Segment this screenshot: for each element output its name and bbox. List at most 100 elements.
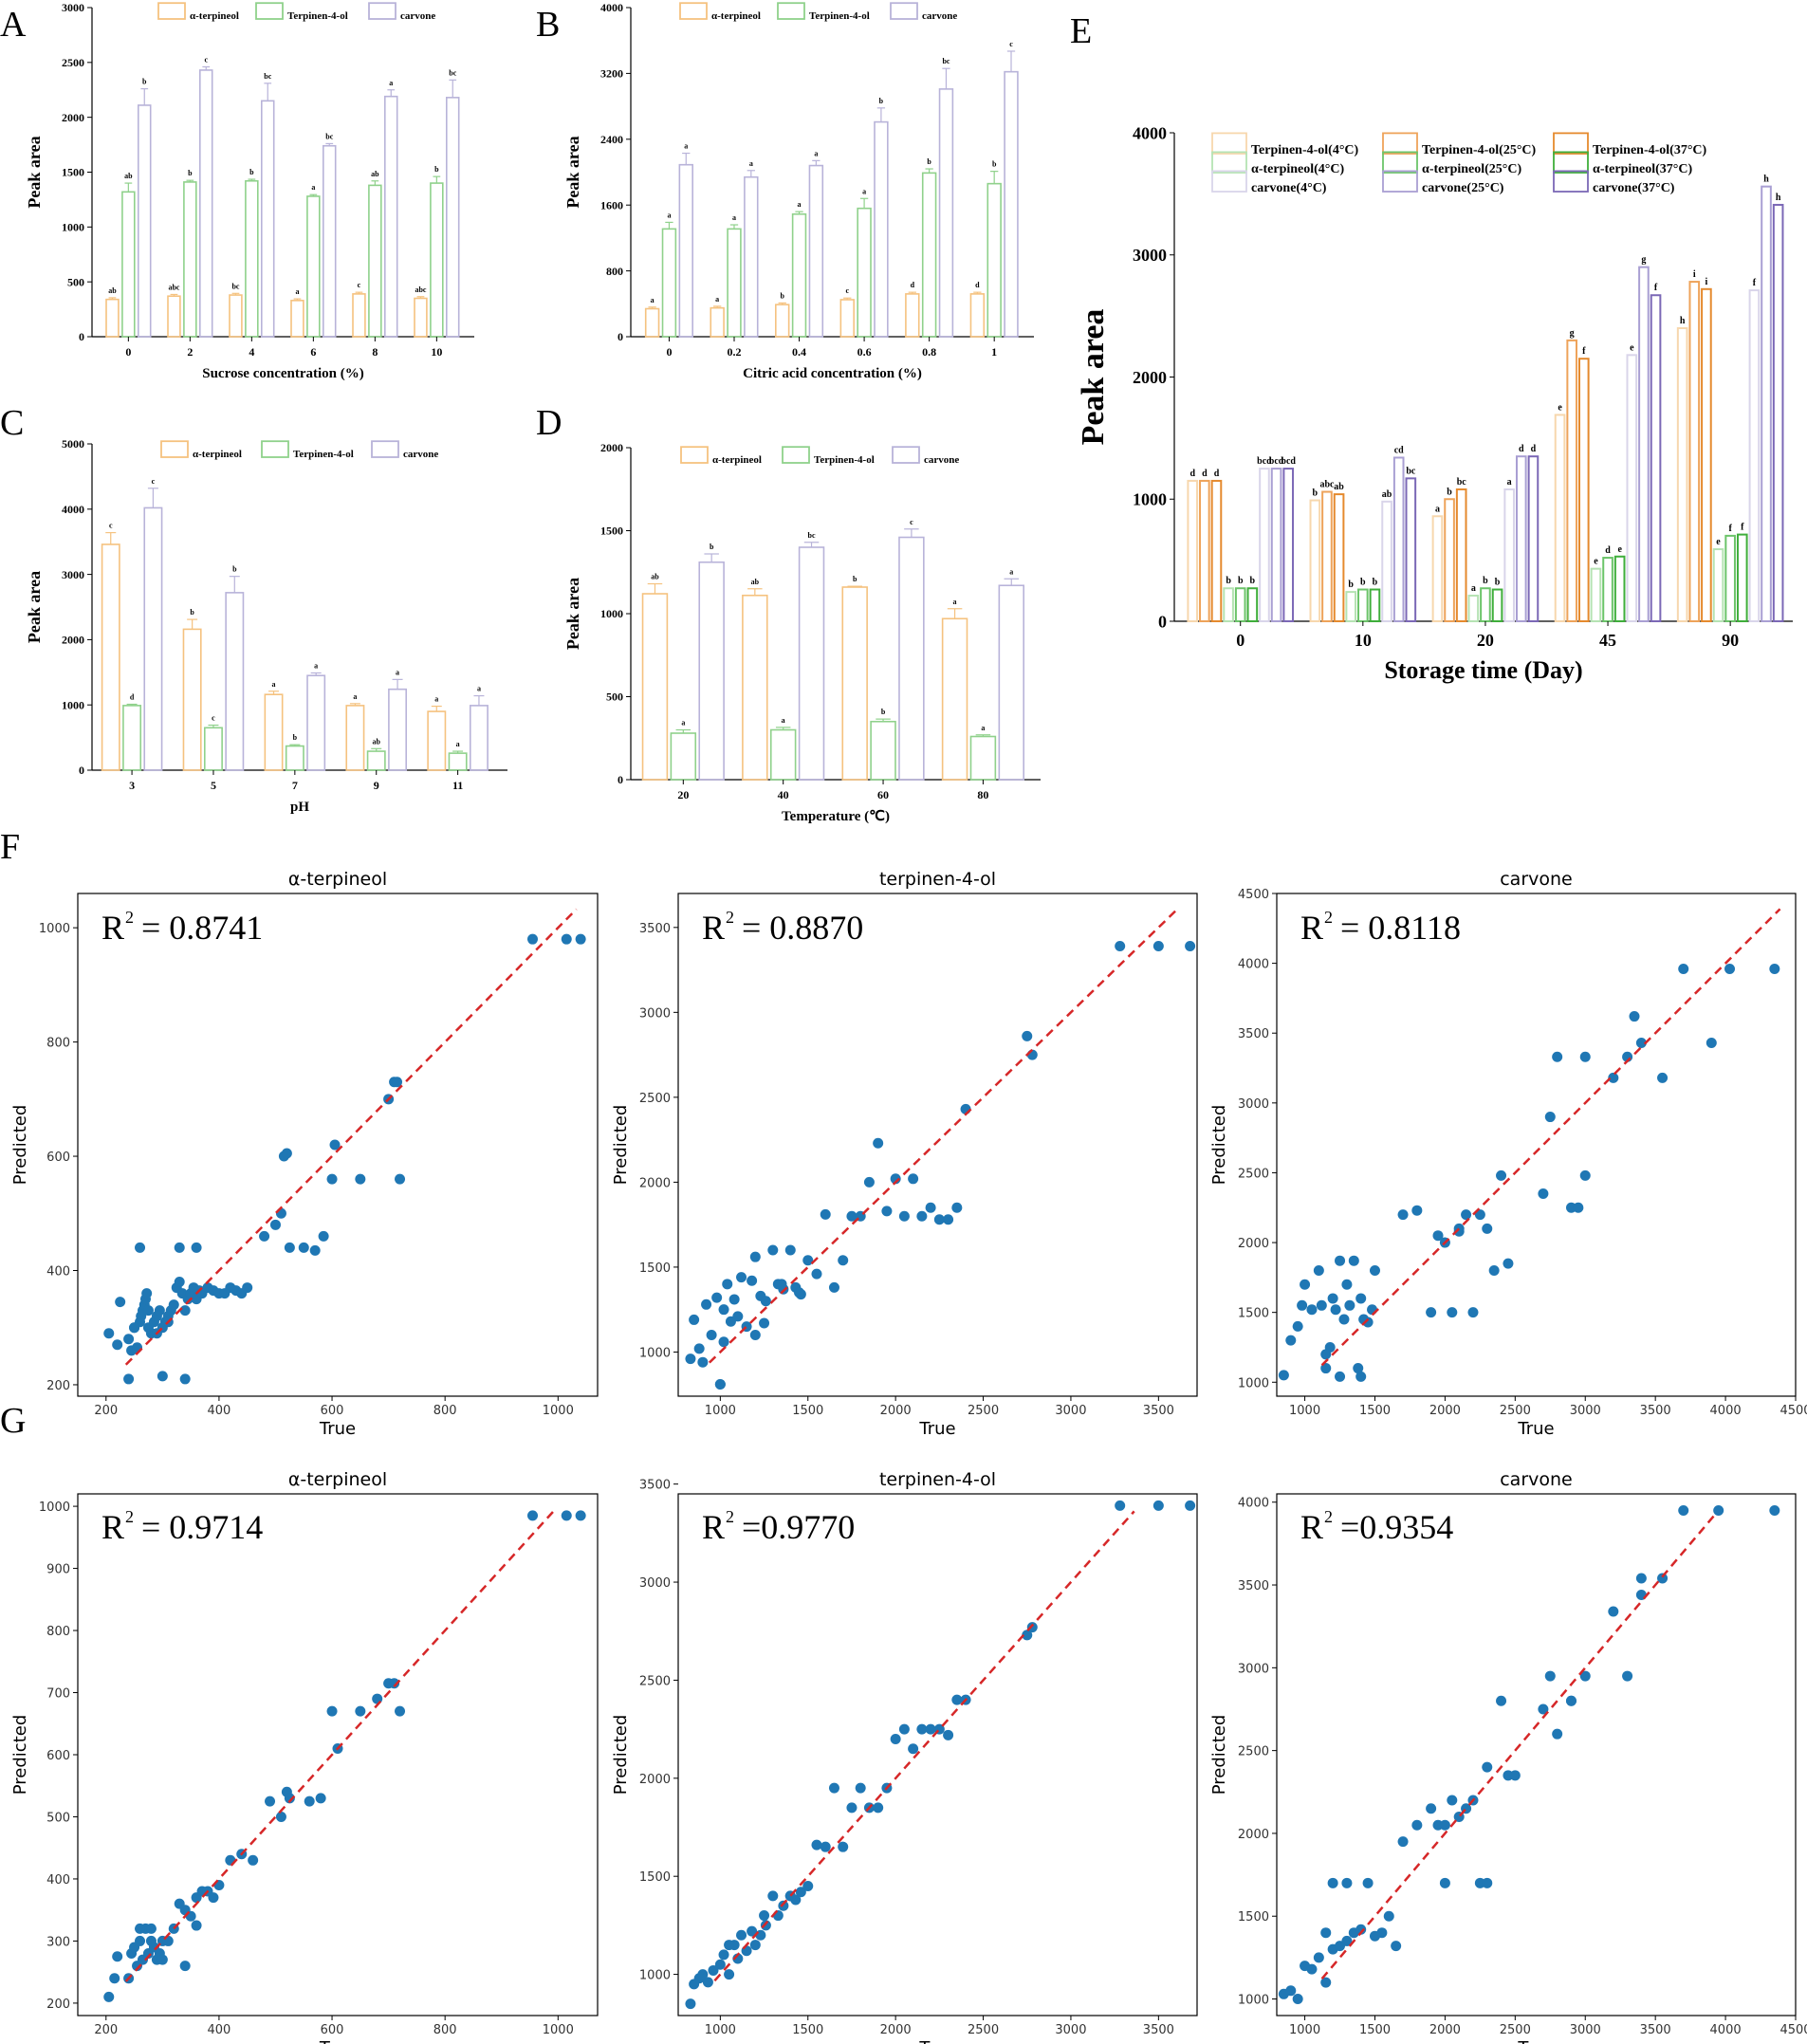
data-point [811, 1839, 822, 1851]
data-point [1482, 1877, 1493, 1888]
data-point [863, 1176, 875, 1188]
data-point [1355, 1293, 1367, 1304]
legend-swatch [679, 2, 708, 20]
x-tick-label: 3000 [1055, 1404, 1086, 1418]
x-tick-label: 400 [207, 2023, 230, 2037]
data-point [326, 1705, 338, 1717]
identity-line [708, 908, 1179, 1364]
data-point [689, 1314, 700, 1325]
significance-label: a [651, 296, 655, 304]
data-point [135, 1935, 146, 1946]
significance-label: d [1605, 545, 1611, 556]
bar [1736, 533, 1748, 623]
data-point [145, 1923, 157, 1934]
bar [1270, 468, 1282, 622]
significance-label: c [212, 714, 215, 723]
x-tick-label: 10 [431, 345, 442, 359]
significance-label: a [1471, 583, 1476, 594]
bar [1455, 488, 1467, 623]
data-point [326, 1173, 338, 1185]
bar [744, 175, 759, 338]
significance-label: h [1763, 175, 1769, 185]
data-point [1678, 964, 1689, 974]
legend-label: carvone [403, 449, 438, 460]
bar [1772, 203, 1784, 622]
significance-label: d [130, 693, 135, 702]
data-point [1383, 1910, 1394, 1922]
bar [905, 293, 920, 338]
data-point [1573, 1202, 1584, 1213]
significance-label: b [1348, 580, 1354, 590]
x-tick-label: 0.6 [857, 345, 872, 359]
bar [742, 594, 768, 781]
data-point [784, 1244, 796, 1256]
significance-label: a [434, 695, 438, 704]
data-point [1306, 1963, 1318, 1975]
legend-swatch [890, 2, 918, 20]
y-tick-label: 2000 [639, 1176, 671, 1190]
y-tick-label: 4000 [62, 503, 84, 516]
data-point [767, 1244, 779, 1256]
data-point [718, 1304, 729, 1316]
x-tick-label: 3500 [1640, 1404, 1671, 1418]
data-point [1411, 1205, 1423, 1216]
identity-line [1320, 1511, 1719, 1980]
data-point [318, 1230, 329, 1242]
y-tick-label: 1000 [1238, 1994, 1269, 2008]
y-tick-label: 1500 [62, 166, 84, 179]
significance-label: a [477, 685, 481, 693]
x-tick-label: 600 [321, 2023, 344, 2037]
legend-swatch [261, 440, 289, 458]
bar [306, 195, 321, 338]
significance-label: b [1250, 576, 1256, 586]
x-tick-label: 3000 [1055, 2023, 1086, 2037]
data-point [1635, 1573, 1647, 1584]
data-point [355, 1705, 366, 1717]
bar [285, 745, 304, 771]
data-point [778, 1900, 789, 1911]
y-tick-label: 4500 [1238, 888, 1269, 902]
y-tick-label: 4000 [1133, 123, 1167, 142]
data-point [1185, 941, 1196, 952]
significance-label: ab [108, 286, 117, 295]
data-point [1355, 1371, 1367, 1382]
bar [1345, 591, 1357, 622]
significance-label: b [881, 708, 886, 716]
significance-label: ab [124, 172, 133, 180]
bar [121, 191, 136, 338]
data-point [395, 1705, 406, 1717]
data-point [828, 1281, 839, 1293]
x-axis-label: True [918, 1419, 955, 1439]
data-point [724, 1969, 735, 1980]
bar [698, 561, 725, 781]
bar [260, 100, 275, 338]
x-axis-label: Sucrose concentration (%) [202, 366, 364, 381]
data-point [1285, 1985, 1297, 1997]
bar [841, 586, 868, 781]
significance-label: bcd [1257, 456, 1272, 467]
data-point [749, 1330, 761, 1341]
bar [998, 584, 1024, 781]
y-tick-label: 0 [618, 330, 623, 343]
y-tick-label: 1000 [62, 698, 84, 711]
bar [1590, 567, 1602, 623]
panel-letter-e: E [1070, 11, 1092, 51]
bar [661, 228, 677, 338]
data-point [112, 1339, 123, 1351]
data-point [747, 1925, 758, 1937]
x-tick-label: 1000 [543, 1404, 574, 1418]
y-tick-label: 3500 [639, 1479, 671, 1493]
significance-label: a [681, 719, 685, 727]
significance-label: abc [415, 285, 426, 294]
panel-letter-g: G [0, 1401, 26, 1441]
x-tick-label: 40 [778, 788, 789, 801]
data-point [135, 1923, 146, 1934]
data-point [112, 1951, 123, 1962]
bar [644, 307, 660, 338]
bar [199, 69, 213, 338]
bar [383, 95, 398, 338]
x-tick-label: 400 [207, 1404, 230, 1418]
data-point [736, 1929, 747, 1941]
y-tick-label: 400 [46, 1873, 70, 1887]
y-tick-label: 4000 [1238, 1497, 1269, 1511]
